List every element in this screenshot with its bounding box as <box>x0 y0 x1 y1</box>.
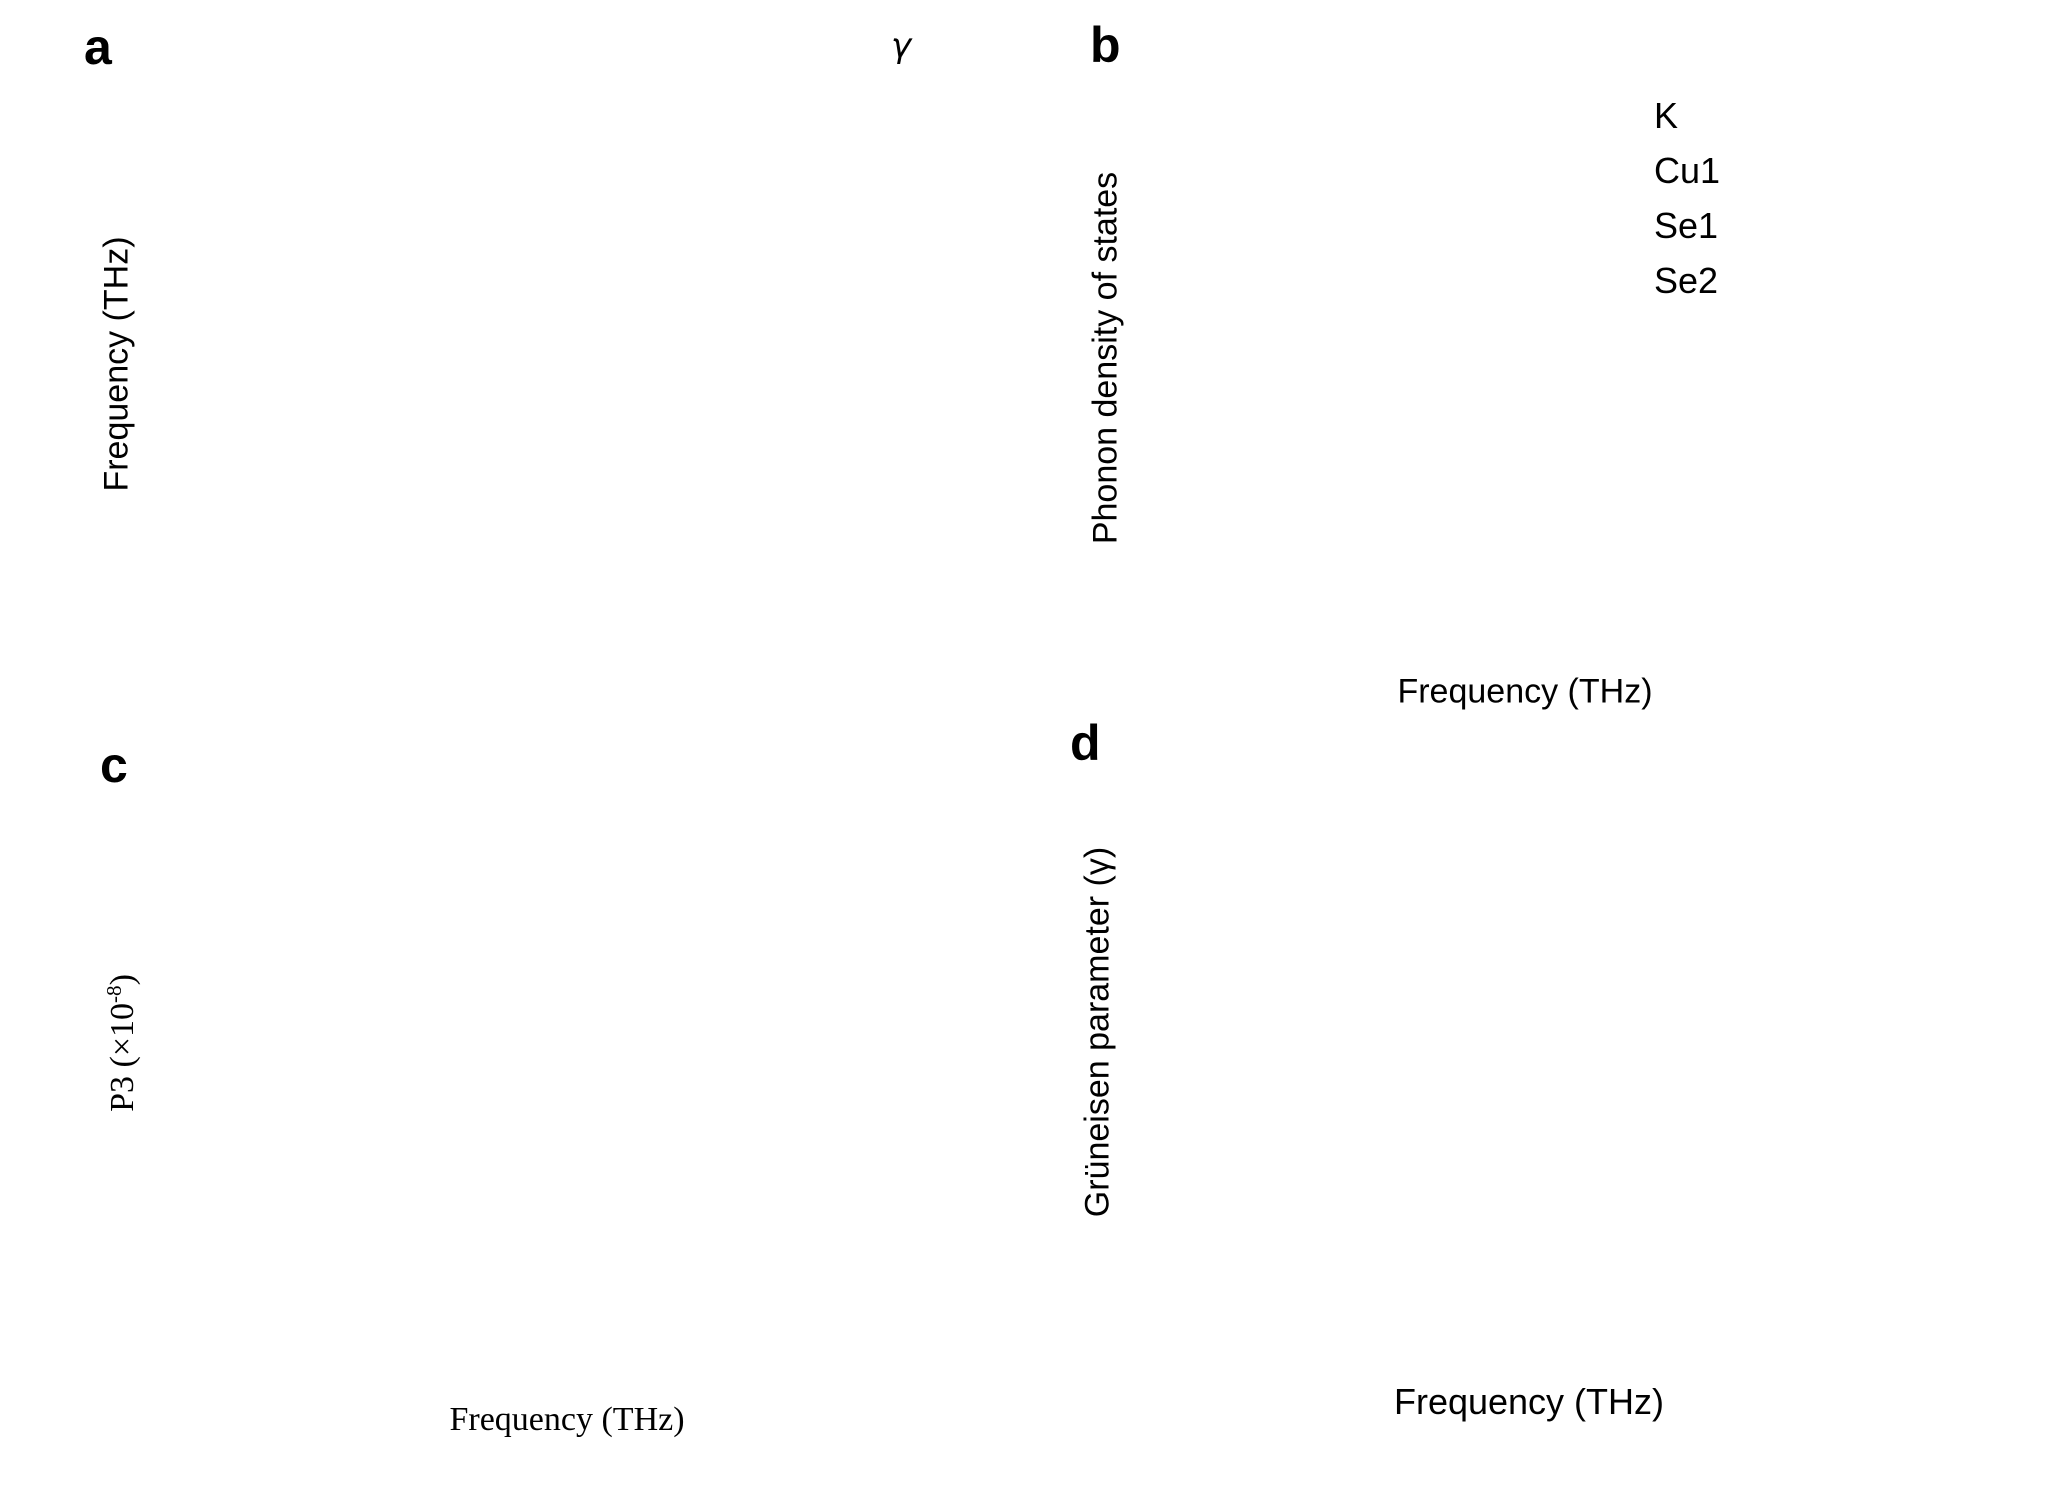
panel-a-ylabel: Frequency (THz) <box>97 236 136 492</box>
gruneisen-scatter-plot <box>0 0 300 150</box>
legend-label-Se1: Se1 <box>1654 204 1719 246</box>
panel-b-label: b <box>1090 17 1121 73</box>
pdos-legend: K Cu1 Se1 Se2 <box>1548 88 1720 308</box>
panel-d-ylabel: Grüneisen parameter (γ) <box>1078 846 1117 1218</box>
legend-item-K: K <box>1548 88 1720 143</box>
panel-b-ylabel: Phonon density of states <box>1086 171 1125 545</box>
panel-c-label: c <box>100 737 128 793</box>
legend-item-Se2: Se2 <box>1548 253 1720 308</box>
panel-d-label: d <box>1070 715 1101 771</box>
legend-label-Se2: Se2 <box>1654 259 1719 301</box>
panel-b-xlabel: Frequency (THz) <box>1397 672 1653 711</box>
legend-item-Cu1: Cu1 <box>1548 143 1720 198</box>
colorbar-title: γ <box>891 26 912 66</box>
legend-line-Se2 <box>1548 278 1640 284</box>
legend-line-K <box>1548 113 1640 119</box>
legend-line-Se1 <box>1548 223 1640 229</box>
panel-d-xlabel: Frequency (THz) <box>1393 1381 1665 1422</box>
legend-line-Cu1 <box>1548 168 1640 174</box>
panel-c-ylabel: P3 (×10-8) <box>101 974 142 1112</box>
legend-label-Cu1: Cu1 <box>1654 149 1721 191</box>
panel-c-xlabel: Frequency (THz) <box>449 1401 685 1438</box>
legend-label-K: K <box>1654 94 1679 136</box>
legend-item-Se1: Se1 <box>1548 198 1720 253</box>
